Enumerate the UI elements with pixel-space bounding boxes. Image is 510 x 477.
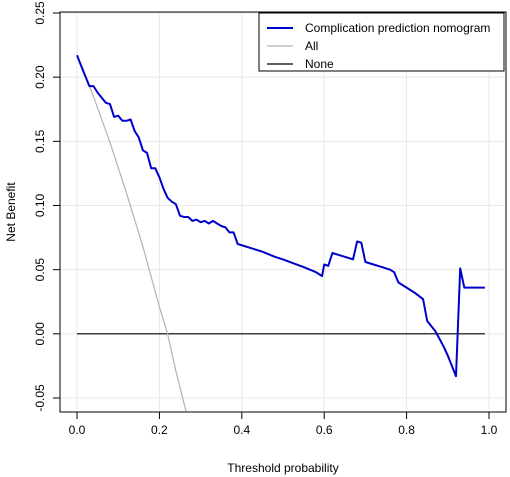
x-tick-label: 0.0 — [69, 423, 86, 437]
plot-series — [76, 54, 485, 412]
plot-frame — [59, 11, 507, 413]
x-tick-label: 0.2 — [151, 423, 168, 437]
x-axis: 0.0 0.2 0.4 0.6 0.8 1.0 — [69, 411, 498, 437]
x-tick-label: 0.4 — [233, 423, 250, 437]
series-nomogram-line — [76, 54, 485, 378]
y-axis: -0.05 0.00 0.05 0.10 0.15 0.20 0.25 — [33, 1, 61, 412]
x-tick-label: 1.0 — [481, 423, 498, 437]
legend-entry-nomogram-line: Complication prediction nomogram — [305, 21, 490, 35]
y-tick-label: 0.25 — [33, 1, 47, 25]
legend-entry-all-line: All — [305, 39, 318, 53]
legend-entry-none-line: None — [305, 57, 334, 71]
legend-box — [258, 12, 505, 72]
grid-lines — [60, 12, 506, 412]
y-tick-label: 0.20 — [33, 65, 47, 89]
y-tick-label: 0.10 — [33, 193, 47, 217]
legend: Complication prediction nomogram All None — [258, 12, 505, 72]
y-axis-label: Net Benefit — [4, 182, 18, 242]
y-tick-label: -0.05 — [33, 384, 47, 412]
y-tick-label: 0.05 — [33, 258, 47, 282]
x-axis-label: Threshold probability — [227, 461, 338, 475]
y-tick-label: 0.00 — [33, 322, 47, 346]
x-tick-label: 0.8 — [398, 423, 415, 437]
series-all-line — [76, 55, 187, 412]
x-tick-label: 0.6 — [316, 423, 333, 437]
y-tick-label: 0.15 — [33, 129, 47, 153]
